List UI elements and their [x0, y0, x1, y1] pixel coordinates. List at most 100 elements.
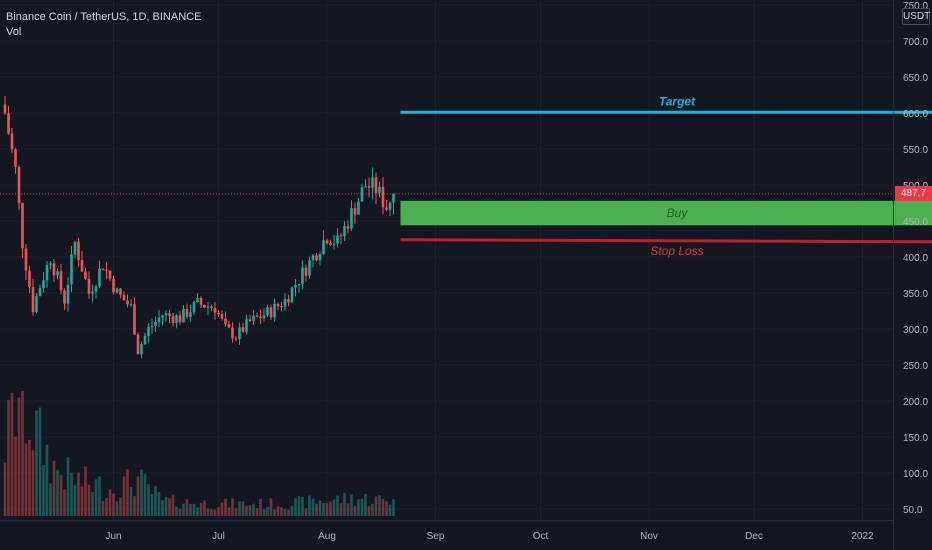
time-tick-label: Jun	[105, 531, 121, 542]
volume-bar	[353, 505, 357, 516]
candle-body	[276, 303, 280, 307]
volume-bar	[273, 509, 276, 516]
volume-bars	[3, 391, 395, 516]
candle-body	[94, 286, 98, 292]
candle-body	[66, 284, 70, 304]
volume-bar	[175, 506, 178, 516]
volume-bar	[360, 498, 364, 516]
candle-body	[77, 241, 80, 261]
candle-body	[283, 298, 287, 307]
volume-bar	[269, 498, 273, 516]
volume-bar	[168, 498, 171, 516]
candle-body	[108, 270, 112, 279]
volume-bar	[203, 500, 206, 516]
price-tick-label: 400.0	[903, 253, 928, 264]
buy-label: Buy	[667, 206, 689, 220]
symbol-title[interactable]: Binance Coin / TetherUS, 1D, BINANCE	[6, 11, 202, 23]
currency-label[interactable]: USDT	[902, 8, 930, 25]
volume-bar	[143, 474, 147, 516]
candle-body	[336, 235, 339, 244]
volume-bar	[374, 496, 378, 516]
candle-body	[140, 344, 143, 355]
volume-bar	[283, 508, 287, 516]
volume-bar	[38, 407, 42, 516]
volume-bar	[220, 502, 224, 516]
volume-bar	[336, 495, 339, 516]
candle-body	[129, 304, 133, 306]
volume-bar	[339, 503, 343, 516]
volume-bar	[101, 500, 105, 516]
volume-bar	[77, 472, 80, 516]
volume-bar	[343, 492, 346, 516]
volume-bar	[21, 391, 24, 516]
candle-body	[182, 308, 185, 323]
volume-bar	[231, 498, 234, 516]
volume-bar	[129, 486, 133, 516]
candle-body	[126, 300, 129, 305]
volume-bar	[259, 498, 262, 516]
candle-body	[273, 303, 276, 318]
candle-body	[378, 186, 381, 193]
candle-body	[105, 269, 108, 271]
volume-bar	[150, 494, 154, 516]
price-tick-label: 450.0	[903, 217, 928, 228]
candle-body	[3, 104, 7, 114]
candle-body	[21, 203, 24, 249]
price-tick-label: 750.0	[903, 1, 928, 12]
candle-body	[178, 315, 182, 323]
candle-body	[49, 263, 52, 265]
volume-bar	[80, 486, 84, 516]
time-axis[interactable]: Jun Jul Aug Sep Oct Nov Dec 2022	[105, 531, 874, 542]
price-tick-label: 50.0	[903, 505, 923, 516]
volume-bar	[385, 501, 388, 516]
volume-bar	[24, 443, 28, 516]
volume-bar	[136, 476, 140, 516]
buy-zone[interactable]	[400, 200, 932, 226]
candle-body	[371, 177, 374, 188]
volume-bar	[350, 494, 353, 516]
volume-bar	[112, 493, 115, 516]
volume-bar	[238, 501, 241, 516]
volume-bar	[178, 508, 182, 516]
volume-bar	[154, 486, 157, 516]
price-tick-label: 550.0	[903, 145, 928, 156]
volume-bar	[7, 400, 10, 516]
candle-body	[343, 226, 346, 237]
stop-loss-line[interactable]	[400, 238, 932, 244]
candle-body	[143, 335, 147, 345]
candle-body	[38, 288, 42, 296]
volume-bar	[378, 495, 381, 516]
volume-bar	[308, 495, 311, 516]
volume-bar	[133, 496, 136, 516]
target-label: Target	[659, 94, 696, 108]
volume-bar	[381, 498, 385, 516]
price-axis[interactable]: 50.0 100.0 150.0 200.0 250.0 300.0 350.0 400.0 4…	[903, 1, 928, 516]
volume-bar	[241, 501, 245, 516]
candle-body	[192, 301, 196, 313]
volume-bar	[224, 498, 227, 516]
trade-drawings[interactable]: Target Buy Stop Loss	[400, 94, 932, 258]
candlesticks	[3, 95, 395, 359]
candle-body	[24, 248, 28, 271]
candle-body	[241, 327, 245, 332]
volume-bar	[49, 483, 52, 516]
time-tick-label: 2022	[851, 531, 874, 542]
volume-bar	[122, 476, 126, 516]
volume-bar	[52, 460, 56, 516]
candle-body	[231, 327, 234, 339]
price-tick-label: 650.0	[903, 73, 928, 84]
volume-bar	[346, 503, 350, 516]
candle-body	[10, 133, 14, 150]
candle-body	[385, 207, 388, 210]
candle-body	[308, 260, 311, 276]
candle-body	[217, 312, 220, 315]
volume-bar	[126, 469, 129, 516]
candle-body	[45, 264, 49, 281]
volume-bar	[63, 489, 66, 516]
volume-bar	[294, 498, 297, 516]
volume-bar	[213, 509, 217, 516]
candle-body	[318, 254, 322, 261]
volume-bar	[199, 503, 203, 516]
volume-indicator-label[interactable]: Vol	[6, 26, 22, 38]
